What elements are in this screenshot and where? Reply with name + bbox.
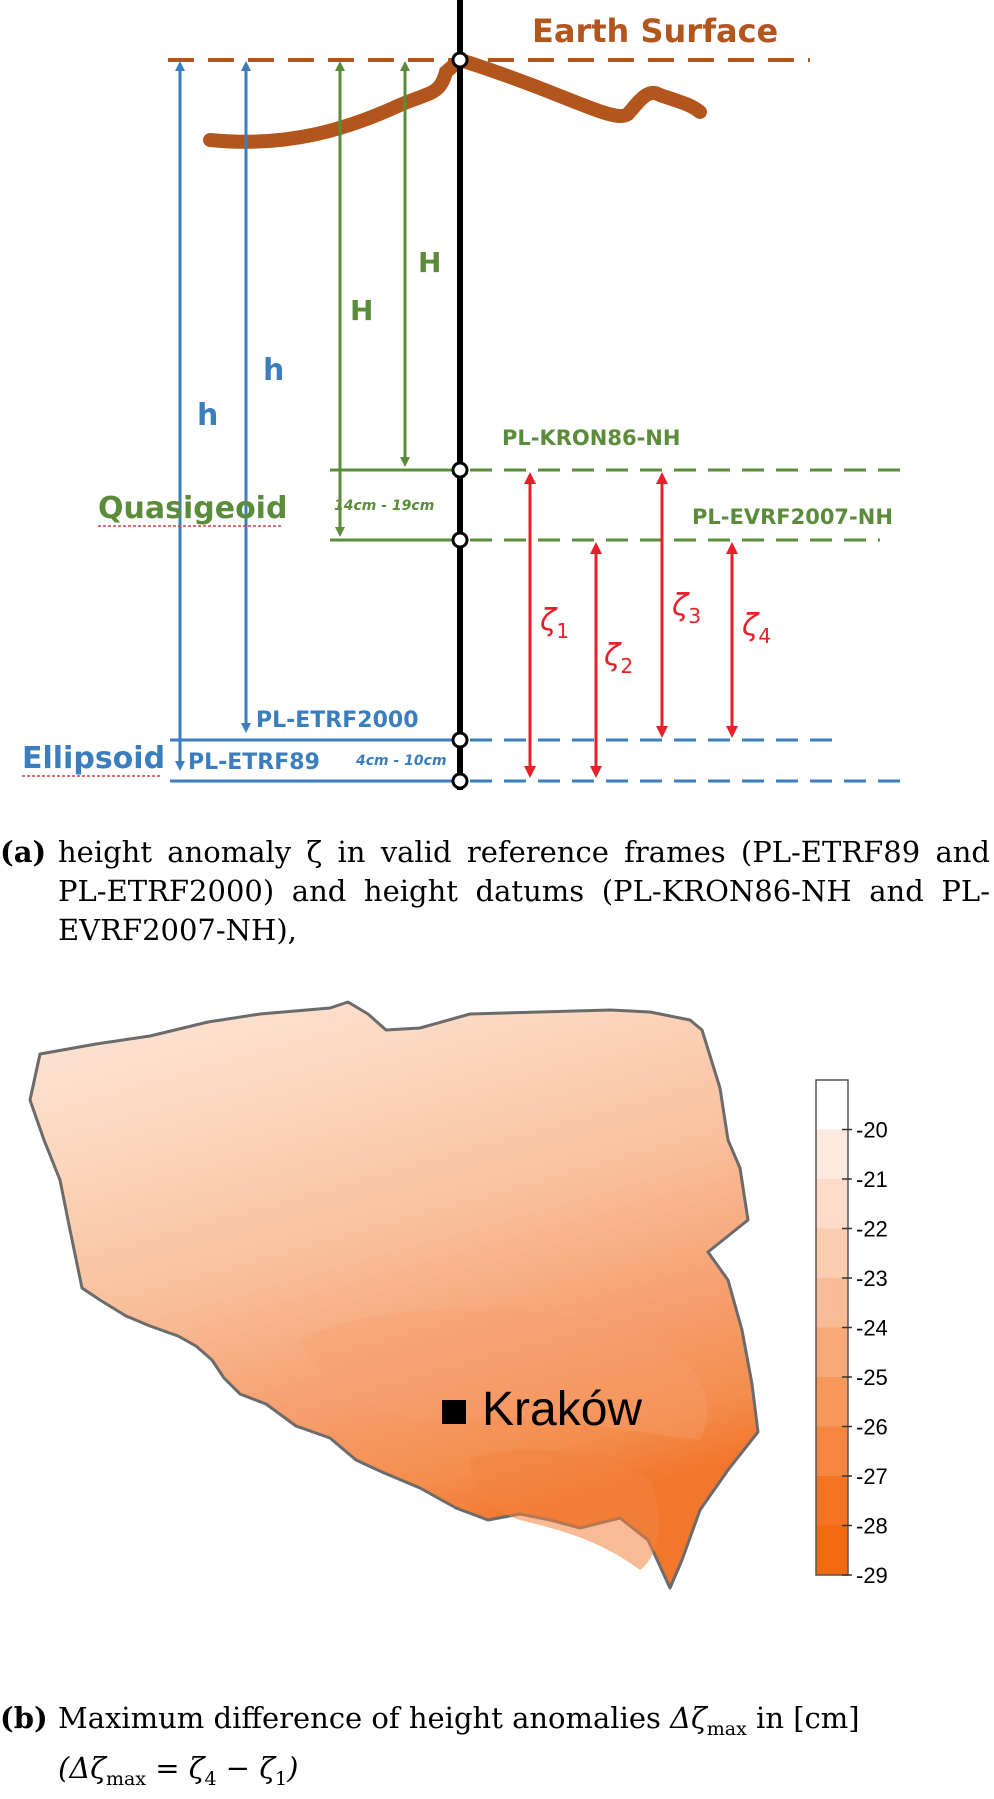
krakow-label: Kraków <box>482 1383 642 1436</box>
krakow-marker <box>442 1400 466 1424</box>
H-label-1: H <box>350 294 373 327</box>
caption-a: (a) height anomaly ζ in valid reference … <box>0 833 990 950</box>
earth-surface-label: Earth Surface <box>532 12 778 50</box>
legend-tick-label: -26 <box>856 1415 888 1440</box>
colorbar-legend: -20 -21 -22 -23 -24 -25 -26 -27 -28 -29 <box>815 1079 888 1588</box>
terrain-profile <box>203 52 707 149</box>
legend-swatch <box>816 1377 848 1427</box>
contour-patch-center <box>300 1308 708 1440</box>
caption-b-label: (b) <box>0 1701 48 1735</box>
height-reference-diagram: Earth Surface h h H H Quasigeoid PL-KRON… <box>22 0 912 790</box>
quasigeoid-label: Quasigeoid <box>98 491 287 526</box>
legend-tick-label: -28 <box>856 1514 888 1539</box>
legend-swatch <box>816 1327 848 1377</box>
legend-swatch <box>816 1426 848 1476</box>
legend-swatch <box>816 1228 848 1278</box>
contour-patch-south <box>470 1449 659 1570</box>
axis-node-etrf2000 <box>451 731 469 749</box>
legend-tick-label: -25 <box>856 1365 888 1390</box>
legend-swatch <box>816 1525 848 1575</box>
h-label-2: h <box>263 353 284 388</box>
poland-anomaly-map: Kraków -20 -21 -22 -23 -24 -25 -26 -27 -28 -29 <box>28 1000 888 1590</box>
legend-swatch <box>816 1476 848 1526</box>
axis-node-surface <box>451 51 469 69</box>
kron86-label: PL-KRON86-NH <box>502 426 680 450</box>
ellipsoid-range: 4cm - 10cm <box>355 753 447 769</box>
legend-swatch <box>816 1179 848 1229</box>
legend-tick-label: -23 <box>856 1266 888 1291</box>
legend-tick-label: -24 <box>856 1316 888 1341</box>
legend-swatch <box>816 1080 848 1130</box>
caption-b: (b) Maximum difference of height anomali… <box>0 1699 990 1799</box>
axis-node-evrf2007 <box>451 531 469 549</box>
evrf2007-label: PL-EVRF2007-NH <box>692 505 893 529</box>
legend-tick-label: -22 <box>856 1217 888 1242</box>
legend-tick-label: -20 <box>856 1118 888 1143</box>
zeta2-label: ζ2 <box>603 638 633 678</box>
legend-tick-label: -29 <box>856 1563 888 1588</box>
zeta1-label: ζ1 <box>539 603 569 643</box>
caption-b-text: Maximum difference of height anomalies Δ… <box>58 1701 860 1790</box>
legend-swatch <box>816 1129 848 1179</box>
h-label-1: h <box>197 398 218 433</box>
axis-node-kron86 <box>451 461 469 479</box>
axis-node-etrf89 <box>451 772 469 790</box>
zeta4-label: ζ4 <box>741 608 771 648</box>
quasigeoid-range: 14cm - 19cm <box>334 498 434 514</box>
legend-swatch <box>816 1278 848 1328</box>
H-label-2: H <box>418 246 441 279</box>
zeta3-label: ζ3 <box>671 588 701 628</box>
etrf2000-label: PL-ETRF2000 <box>256 708 419 733</box>
legend-tick-label: -21 <box>856 1167 888 1192</box>
caption-a-text: height anomaly ζ in valid reference fram… <box>58 835 990 947</box>
etrf89-label: PL-ETRF89 <box>188 750 320 775</box>
caption-a-label: (a) <box>0 835 47 869</box>
ellipsoid-label: Ellipsoid <box>22 741 165 776</box>
legend-tick-label: -27 <box>856 1464 888 1489</box>
